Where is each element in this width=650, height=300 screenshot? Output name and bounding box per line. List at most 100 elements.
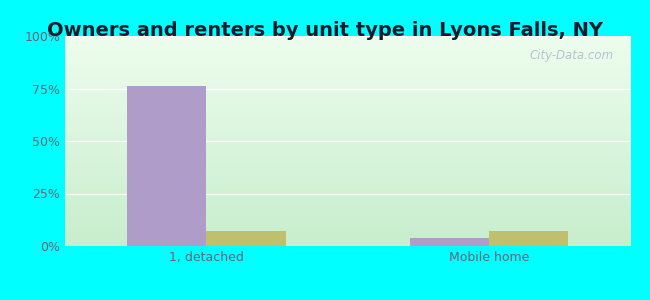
Bar — [65, 68, 630, 70]
Bar — [65, 72, 630, 74]
Bar — [65, 145, 630, 147]
Bar — [65, 204, 630, 206]
Bar — [65, 168, 630, 170]
Bar — [65, 107, 630, 110]
Bar — [65, 147, 630, 149]
Bar — [65, 139, 630, 141]
Bar — [65, 97, 630, 99]
Bar — [65, 225, 630, 227]
Bar — [65, 46, 630, 49]
Bar — [65, 196, 630, 198]
Bar — [65, 126, 630, 128]
Bar — [65, 63, 630, 65]
Bar — [65, 61, 630, 63]
Bar — [65, 231, 630, 233]
Bar — [65, 86, 630, 88]
Bar — [65, 78, 630, 80]
Bar — [65, 103, 630, 105]
Bar — [65, 194, 630, 196]
Bar — [65, 76, 630, 78]
Bar — [65, 217, 630, 219]
Bar — [65, 149, 630, 152]
Bar — [65, 189, 630, 191]
Bar — [65, 88, 630, 91]
Bar — [65, 170, 630, 172]
Bar — [489, 231, 568, 246]
Bar — [65, 210, 630, 212]
Bar — [65, 229, 630, 231]
Text: Owners and renters by unit type in Lyons Falls, NY: Owners and renters by unit type in Lyons… — [47, 21, 603, 40]
Bar — [65, 42, 630, 44]
Bar — [65, 65, 630, 68]
Bar — [410, 238, 489, 246]
Bar — [65, 200, 630, 202]
Bar — [65, 179, 630, 181]
Bar — [65, 223, 630, 225]
Bar — [65, 105, 630, 107]
Bar — [65, 166, 630, 168]
Bar — [65, 206, 630, 208]
Bar — [65, 133, 630, 135]
Bar — [65, 91, 630, 93]
Bar — [65, 118, 630, 120]
Text: City-Data.com: City-Data.com — [529, 49, 614, 62]
Bar — [65, 49, 630, 51]
Bar — [65, 212, 630, 214]
Bar — [65, 116, 630, 118]
Bar — [65, 120, 630, 122]
Bar — [65, 242, 630, 244]
Bar — [65, 156, 630, 158]
Bar — [65, 187, 630, 189]
Bar — [65, 227, 630, 229]
Bar — [65, 202, 630, 204]
Bar — [65, 80, 630, 82]
Bar — [65, 51, 630, 53]
Bar — [65, 114, 630, 116]
Bar — [65, 175, 630, 177]
Bar — [65, 93, 630, 95]
Bar — [65, 244, 630, 246]
Bar — [65, 82, 630, 84]
Bar — [65, 143, 630, 145]
Bar — [127, 86, 207, 246]
Bar — [65, 55, 630, 57]
Bar — [65, 101, 630, 103]
Bar — [65, 40, 630, 42]
Bar — [65, 221, 630, 223]
Bar — [65, 38, 630, 40]
Bar — [65, 141, 630, 143]
Bar — [65, 110, 630, 112]
Bar — [65, 183, 630, 185]
Bar — [65, 137, 630, 139]
Bar — [65, 172, 630, 175]
Bar — [65, 95, 630, 97]
Bar — [65, 154, 630, 156]
Bar — [65, 130, 630, 133]
Bar — [65, 124, 630, 126]
Bar — [65, 70, 630, 72]
Bar — [65, 74, 630, 76]
Bar — [65, 238, 630, 240]
Bar — [65, 191, 630, 194]
Bar — [65, 164, 630, 166]
Bar — [65, 128, 630, 130]
Bar — [65, 198, 630, 200]
Bar — [65, 112, 630, 114]
Bar — [65, 160, 630, 162]
Bar — [65, 53, 630, 55]
Bar — [65, 135, 630, 137]
Bar — [65, 36, 630, 38]
Bar — [65, 84, 630, 86]
Bar — [65, 59, 630, 61]
Bar — [65, 181, 630, 183]
Bar — [65, 219, 630, 221]
Bar — [65, 158, 630, 160]
Bar — [207, 231, 285, 246]
Bar — [65, 152, 630, 154]
Bar — [65, 177, 630, 179]
Legend: Owner occupied units, Renter occupied units: Owner occupied units, Renter occupied un… — [167, 298, 528, 300]
Bar — [65, 185, 630, 187]
Bar — [65, 44, 630, 46]
Bar — [65, 240, 630, 242]
Bar — [65, 122, 630, 124]
